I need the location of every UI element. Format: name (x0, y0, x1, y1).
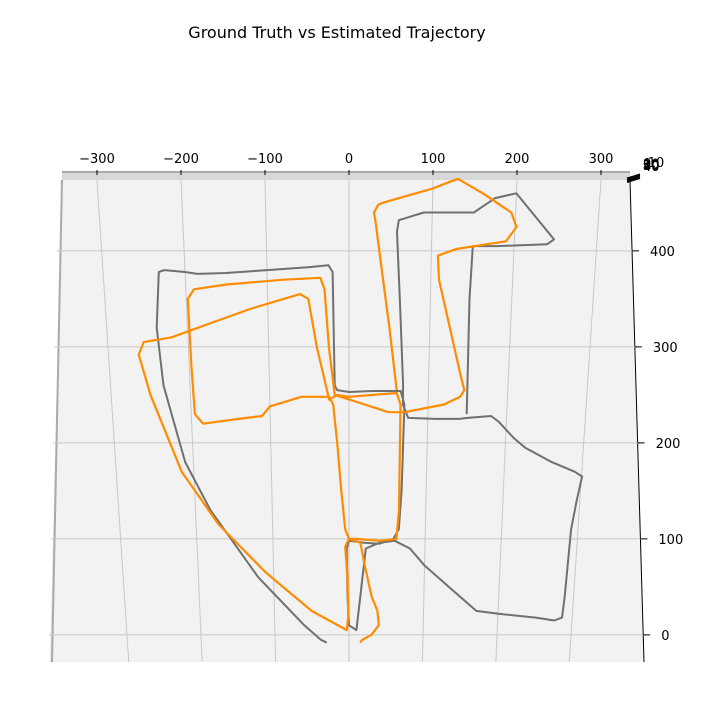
y-tick-label: 400 (650, 245, 675, 260)
grid-line-x (568, 179, 602, 663)
x-tick-label: −200 (163, 152, 199, 167)
grid-line-x (180, 179, 203, 663)
right-axis-line (629, 179, 645, 663)
x-tick-label: −100 (247, 152, 283, 167)
z-tick-label: 10 (643, 158, 660, 173)
y-tick-label: 300 (653, 341, 678, 356)
y-tick-label: 200 (656, 437, 681, 452)
z-tick-label: 0 (643, 157, 651, 172)
grid (48, 179, 646, 663)
x-tick-label: 100 (421, 152, 446, 167)
grid-line-x (96, 179, 130, 663)
y-tick-label: 100 (658, 533, 683, 548)
x-tick-label: 300 (589, 152, 614, 167)
series-line-ground-truth-color (155, 192, 584, 644)
back-pane (62, 172, 630, 180)
z-tick-mark (626, 174, 641, 180)
y-axis-ticks: 0 100 200 300 400 (632, 245, 683, 644)
grid-line-x (495, 179, 518, 663)
series-line-estimated-color (137, 177, 518, 644)
x-tick-label: 0 (345, 152, 353, 167)
z-tick-label: 30 (643, 159, 660, 174)
chart-title: Ground Truth vs Estimated Trajectory (188, 23, 485, 42)
grid-line-x (264, 179, 277, 663)
floor-pane (50, 172, 644, 662)
x-axis-ticks: −300 −200 −100 0 100 200 300 (79, 152, 613, 175)
grid-line-x (421, 179, 434, 663)
z-tick-mark (626, 173, 641, 179)
z-tick-mark (626, 178, 641, 183)
x-tick-label: −300 (79, 152, 115, 167)
z-tick-mark (626, 176, 641, 182)
z-tick-label: -10 (643, 156, 664, 171)
z-tick-mark (626, 177, 641, 183)
z-tick-label: 20 (643, 158, 660, 173)
z-tick-label: 40 (643, 160, 660, 175)
left-edge (51, 179, 63, 663)
z-tick-mark (626, 175, 641, 181)
x-tick-label: 200 (505, 152, 530, 167)
series-group (137, 177, 584, 644)
y-tick-label: 0 (661, 629, 669, 644)
